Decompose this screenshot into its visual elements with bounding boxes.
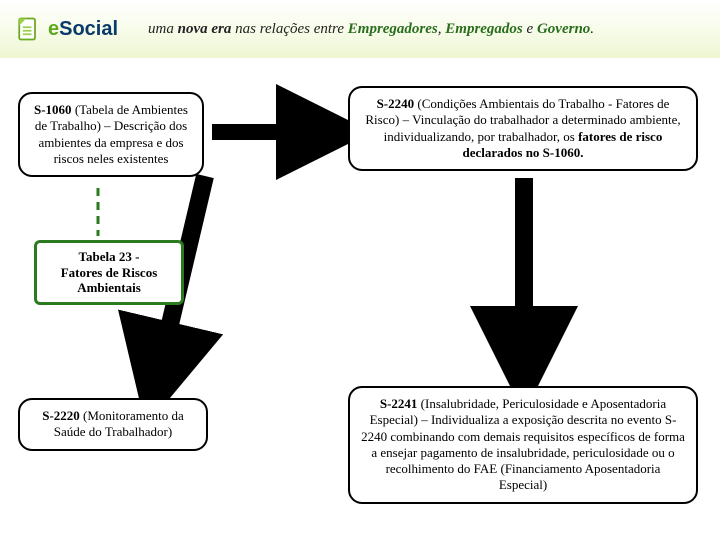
- box-s1060-code: S-1060: [34, 102, 72, 117]
- motto-p1: uma: [148, 21, 178, 37]
- box-s2220-code: S-2220: [42, 408, 80, 423]
- box-tabela23: Tabela 23 - Fatores de Riscos Ambientais: [34, 240, 184, 305]
- box-s2240-code: S-2240: [377, 96, 415, 111]
- box-s2241-code: S-2241: [380, 396, 418, 411]
- header: eSocial uma nova era nas relações entre …: [0, 0, 720, 58]
- tabela23-l2: Fatores de Riscos: [47, 265, 171, 281]
- motto-p5: .: [590, 21, 594, 37]
- box-s2241: S-2241 (Insalubridade, Periculosidade e …: [348, 386, 698, 504]
- logo-text: eSocial: [48, 18, 118, 41]
- logo-main: Social: [59, 18, 118, 40]
- motto-h2: Empregados: [445, 21, 523, 37]
- motto-b1: nova era: [178, 21, 232, 37]
- box-s2240: S-2240 (Condições Ambientais do Trabalho…: [348, 86, 698, 171]
- motto-h3: Governo: [537, 21, 590, 37]
- tabela23-l3: Ambientais: [47, 280, 171, 296]
- tabela23-l1: Tabela 23 -: [47, 249, 171, 265]
- motto: uma nova era nas relações entre Empregad…: [148, 21, 594, 38]
- logo: eSocial: [14, 15, 118, 43]
- box-s2220: S-2220 (Monitoramento da Saúde do Trabal…: [18, 398, 208, 451]
- motto-p4: e: [523, 21, 537, 37]
- logo-prefix: e: [48, 18, 59, 40]
- box-s1060: S-1060 (Tabela de Ambientes de Trabalho)…: [18, 92, 204, 177]
- motto-p2: nas relações entre: [231, 21, 347, 37]
- motto-h1: Empregadores: [348, 21, 438, 37]
- document-icon: [14, 15, 42, 43]
